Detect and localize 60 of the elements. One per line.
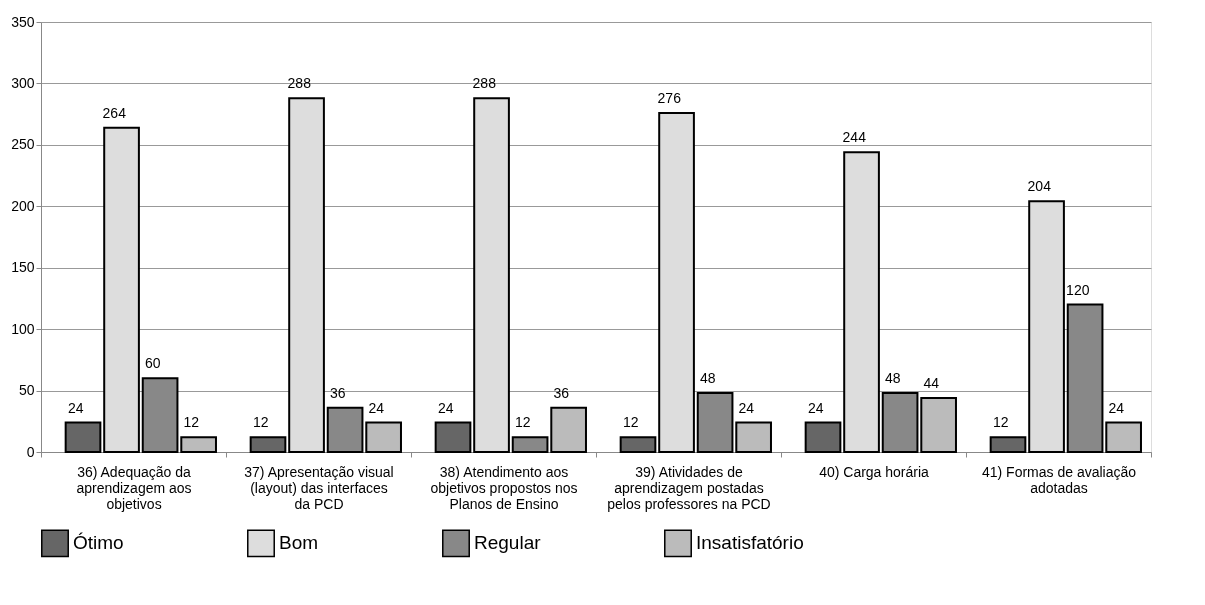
bar: [843, 151, 880, 453]
data-label: 24: [1108, 399, 1125, 416]
data-label: 24: [368, 399, 385, 416]
y-tick-label: 0: [26, 443, 35, 460]
data-label: 44: [923, 374, 940, 391]
bar: [473, 97, 510, 453]
data-label: 12: [252, 414, 269, 431]
y-tick-label: 250: [11, 136, 35, 153]
data-label: 48: [699, 370, 716, 387]
bar: [249, 436, 287, 453]
bar: [288, 97, 325, 453]
bar: [1105, 421, 1142, 453]
x-tick-label: 38) Atendimento aos objetivos propostos nos Planos de Ensino: [430, 463, 578, 512]
data-label: 204: [1027, 178, 1052, 195]
data-label: 36: [329, 384, 346, 401]
bar: [735, 421, 772, 453]
x-tick-label: 39) Atividades de aprendizagem postadas pelos professores na PCD: [607, 463, 771, 512]
bar: [658, 111, 695, 453]
bar: [1028, 200, 1065, 453]
bar: [103, 126, 140, 453]
data-label: 288: [287, 75, 312, 92]
data-label: 48: [884, 370, 901, 387]
y-tick-label: 150: [11, 259, 35, 276]
data-label: 276: [657, 89, 682, 106]
x-tick-label: 37) Apresentação visual (layout) das interfaces da PCD: [244, 463, 394, 512]
data-label: 12: [514, 414, 531, 431]
x-tick-label: 40) Carga horária: [819, 463, 930, 480]
bar: [550, 406, 587, 453]
data-label: 24: [67, 399, 84, 416]
bar: [804, 421, 842, 453]
legend-label: Bom: [279, 532, 319, 554]
bar: [180, 436, 217, 453]
data-label: 120: [1066, 281, 1090, 298]
bar: [434, 421, 472, 453]
legend-label: Ótimo: [73, 532, 124, 554]
data-label: 12: [622, 414, 639, 431]
data-label: 288: [472, 75, 497, 92]
bar: [64, 421, 102, 453]
legend-label: Regular: [474, 532, 542, 554]
data-label: 24: [437, 399, 454, 416]
x-tick-label: 41) Formas de avaliação adotadas: [981, 463, 1137, 496]
y-tick-label: 100: [11, 320, 35, 337]
data-label: 264: [102, 104, 127, 121]
data-label: 60: [144, 355, 161, 372]
legend-label: Insatisfatório: [696, 532, 804, 554]
x-tick-label: 36) Adequação da aprendizagem aos objetivos: [76, 463, 192, 512]
y-tick-label: 300: [11, 74, 35, 91]
data-label: 24: [738, 399, 755, 416]
y-tick-label: 350: [11, 13, 35, 30]
data-label: 12: [183, 414, 200, 431]
y-tick-label: 200: [11, 197, 35, 214]
data-label: 244: [842, 129, 867, 146]
data-label: 36: [553, 384, 570, 401]
bar: [619, 436, 657, 453]
data-label: 12: [992, 414, 1009, 431]
bar: [365, 421, 402, 453]
data-label: 24: [807, 399, 824, 416]
bar: [989, 436, 1027, 453]
y-tick-label: 50: [18, 382, 35, 399]
bar: [920, 396, 957, 453]
